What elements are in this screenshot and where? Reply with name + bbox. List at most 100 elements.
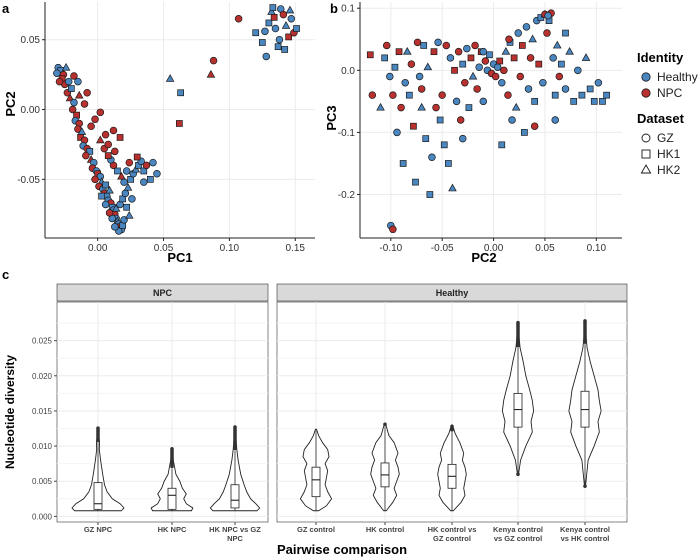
data-point: [70, 98, 78, 107]
data-point: [530, 122, 539, 130]
data-point: [175, 120, 183, 127]
data-point: [526, 54, 535, 62]
data-point: [142, 161, 151, 170]
data-point: [274, 43, 282, 51]
data-point: [415, 72, 424, 81]
panel-c-xlabel: Pairwise comparison: [277, 542, 407, 557]
data-point: [432, 103, 440, 112]
data-point: [124, 210, 134, 219]
data-point: [109, 126, 118, 135]
data-point: [234, 15, 243, 23]
y-tick-label: 0.020: [32, 372, 53, 381]
y-tick-label: 0.0: [341, 66, 355, 77]
data-point: [391, 63, 399, 71]
data-point: [574, 66, 582, 75]
data-point: [123, 183, 133, 191]
panel-b-ylabel: PC3: [324, 105, 339, 130]
x-category-label: HK NPC: [158, 525, 187, 534]
outlier-point: [233, 425, 237, 429]
x-tick-label: 0.05: [535, 243, 555, 254]
data-point: [438, 91, 446, 99]
data-point: [131, 164, 141, 173]
data-point: [122, 167, 131, 175]
outlier-point: [383, 422, 387, 427]
data-point: [147, 175, 154, 183]
data-point: [149, 158, 157, 167]
data-point: [555, 72, 564, 81]
data-point: [578, 91, 586, 99]
data-point: [493, 63, 502, 71]
data-point: [501, 46, 511, 55]
x-category-label: Kenya control: [493, 525, 543, 534]
data-point: [281, 21, 291, 29]
legend-healthy-swatch: [641, 72, 651, 82]
data-point: [285, 33, 293, 41]
data-point: [544, 11, 552, 20]
data-point: [491, 72, 500, 81]
data-point: [271, 24, 280, 33]
legend-identity-title: Identity: [637, 50, 684, 65]
data-point: [279, 10, 288, 19]
data-point: [417, 102, 426, 111]
panel-a-scatter: PC1 PC2 0.00 0.05 0.10 0.15 -0.05 0.00 0.05: [3, 2, 315, 265]
data-point: [423, 62, 433, 71]
data-point: [111, 223, 119, 231]
data-point: [382, 41, 391, 50]
data-point: [516, 72, 525, 81]
box-iqr: [93, 482, 103, 510]
data-point: [508, 116, 516, 124]
data-point: [120, 178, 128, 186]
data-point: [101, 200, 110, 209]
data-point: [87, 122, 95, 131]
data-point: [570, 98, 578, 105]
data-point: [471, 41, 479, 50]
data-point: [458, 134, 467, 143]
x-category-label: HK control vs: [428, 525, 477, 534]
x-tick-label: 0.00: [88, 243, 108, 254]
data-point: [293, 25, 300, 32]
data-point: [275, 35, 284, 44]
data-point: [481, 57, 490, 65]
facet-title-healthy: Healthy: [436, 288, 469, 298]
data-point: [448, 183, 457, 192]
data-point: [521, 129, 528, 136]
box-iqr: [513, 392, 523, 428]
y-tick-label: 0.05: [21, 35, 41, 46]
data-point: [165, 74, 175, 82]
y-tick-label: 0.1: [341, 4, 355, 15]
data-point: [399, 160, 407, 167]
legend-gz-label: GZ: [657, 131, 674, 145]
box-iqr: [167, 487, 177, 510]
data-point: [269, 4, 277, 11]
data-point: [91, 175, 99, 184]
data-point: [518, 42, 526, 49]
data-point: [80, 100, 89, 108]
data-point: [467, 54, 475, 62]
data-point: [64, 77, 73, 86]
data-point: [285, 5, 295, 14]
data-point: [594, 78, 603, 87]
data-point: [581, 53, 591, 61]
data-point: [98, 192, 105, 200]
data-point: [430, 48, 438, 56]
data-point: [96, 108, 105, 117]
data-point: [82, 151, 90, 160]
x-category-label: Kenya control: [560, 525, 610, 534]
data-point: [505, 35, 513, 44]
data-point: [140, 178, 148, 186]
data-point: [117, 171, 126, 180]
data-point: [551, 91, 559, 99]
data-point: [206, 69, 216, 78]
data-point: [428, 153, 436, 162]
data-point: [121, 189, 130, 198]
data-point: [401, 78, 409, 87]
data-point: [461, 78, 469, 87]
data-point: [177, 89, 185, 97]
legend-gz-swatch: [641, 133, 651, 143]
panel-b-xlabel: PC2: [471, 250, 496, 265]
x-tick-label: 0.10: [587, 243, 607, 254]
legend-npc-swatch: [641, 88, 651, 98]
data-point: [590, 98, 598, 105]
legend-hk2-label: HK2: [657, 163, 681, 177]
x-category-label: vs GZ control: [494, 534, 542, 543]
